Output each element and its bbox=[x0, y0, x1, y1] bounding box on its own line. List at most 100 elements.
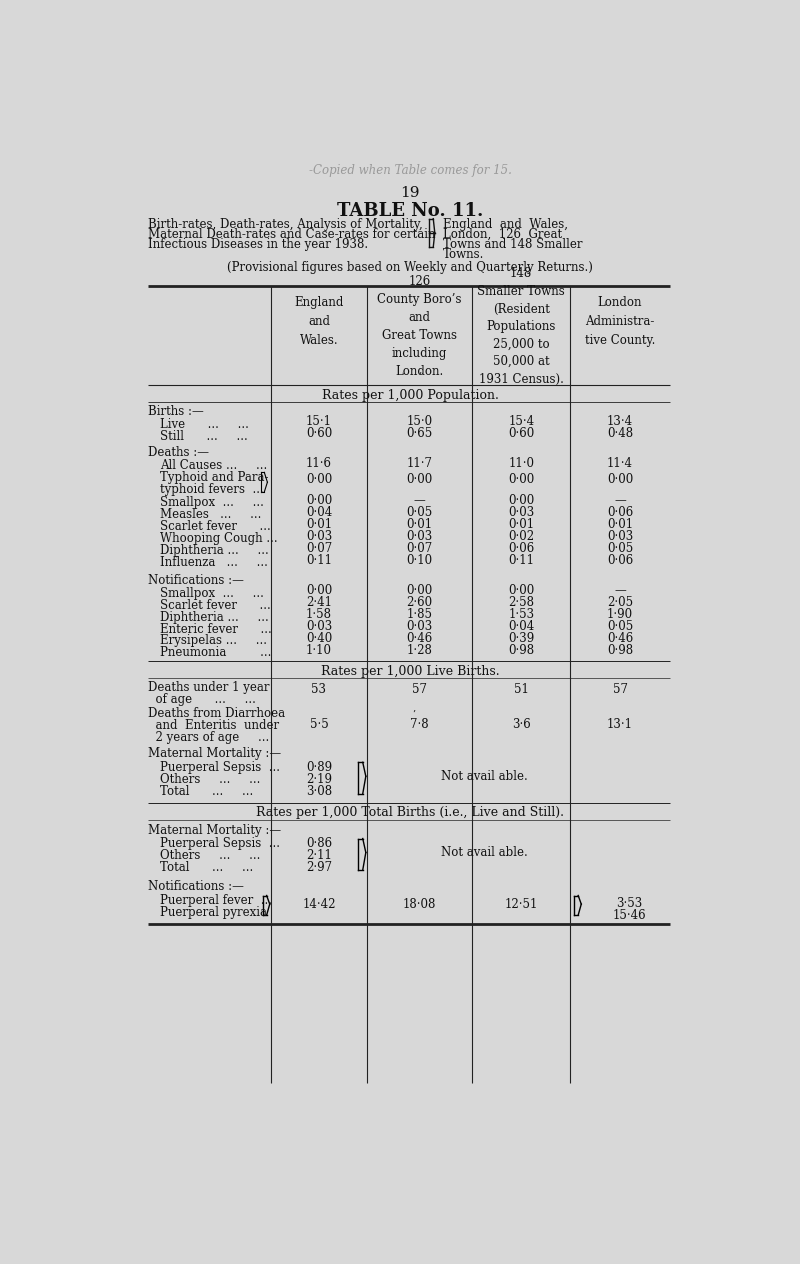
Text: 13·4: 13·4 bbox=[607, 416, 633, 428]
Text: 0·00: 0·00 bbox=[306, 494, 332, 507]
Text: London,  126  Great: London, 126 Great bbox=[442, 228, 562, 241]
Text: 0·98: 0·98 bbox=[508, 645, 534, 657]
Text: —: — bbox=[614, 494, 626, 507]
Text: 1·10: 1·10 bbox=[306, 645, 332, 657]
Text: 0·65: 0·65 bbox=[406, 427, 433, 440]
Text: Birth-rates, Death-rates, Analysis of Mortality,: Birth-rates, Death-rates, Analysis of Mo… bbox=[148, 217, 422, 231]
Text: Rates per 1,000 Live Births.: Rates per 1,000 Live Births. bbox=[321, 665, 499, 678]
Text: 0·06: 0·06 bbox=[607, 506, 633, 518]
Text: Notifications :—: Notifications :— bbox=[148, 574, 244, 586]
Text: Not avail able.: Not avail able. bbox=[441, 846, 528, 860]
Text: Notifications :—: Notifications :— bbox=[148, 881, 244, 894]
Text: 7·8: 7·8 bbox=[410, 718, 429, 732]
Text: Still      ...     ...: Still ... ... bbox=[160, 430, 247, 442]
Text: 2·19: 2·19 bbox=[306, 772, 332, 786]
Text: 2·05: 2·05 bbox=[607, 597, 633, 609]
Text: Typhoid and Para-: Typhoid and Para- bbox=[160, 471, 268, 484]
Text: 0·00: 0·00 bbox=[508, 474, 534, 487]
Text: 11·7: 11·7 bbox=[406, 456, 433, 470]
Text: 0·03: 0·03 bbox=[306, 621, 332, 633]
Text: ’: ’ bbox=[418, 372, 421, 380]
Text: 57: 57 bbox=[412, 684, 427, 696]
Text: 0·86: 0·86 bbox=[306, 837, 332, 849]
Text: 0·01: 0·01 bbox=[406, 518, 433, 531]
Text: 148
Smaller Towns
(Resident
Populations
25,000 to
50,000 at
1931 Census).: 148 Smaller Towns (Resident Populations … bbox=[478, 268, 565, 386]
Text: 3·6: 3·6 bbox=[512, 718, 530, 732]
Text: Others     ...     ...: Others ... ... bbox=[160, 772, 260, 786]
Text: 0·89: 0·89 bbox=[306, 761, 332, 774]
Text: 11·6: 11·6 bbox=[306, 456, 332, 470]
Text: 11·0: 11·0 bbox=[508, 456, 534, 470]
Text: and  Enteritis  under: and Enteritis under bbox=[148, 719, 279, 732]
Text: 0·05: 0·05 bbox=[607, 542, 633, 555]
Text: Puerperal Sepsis  ...: Puerperal Sepsis ... bbox=[160, 837, 280, 849]
Text: 0·46: 0·46 bbox=[406, 632, 433, 645]
Text: 0·48: 0·48 bbox=[607, 427, 633, 440]
Text: 0·05: 0·05 bbox=[406, 506, 433, 518]
Text: Deaths under 1 year: Deaths under 1 year bbox=[148, 681, 270, 694]
Text: 2 years of age     ...: 2 years of age ... bbox=[148, 731, 270, 743]
Text: 11·4: 11·4 bbox=[607, 456, 633, 470]
Text: Total      ...     ...: Total ... ... bbox=[160, 785, 253, 798]
Text: 2·11: 2·11 bbox=[306, 849, 332, 862]
Text: Towns.: Towns. bbox=[442, 248, 484, 260]
Text: 1·85: 1·85 bbox=[406, 608, 433, 622]
Text: Births :—: Births :— bbox=[148, 404, 204, 418]
Text: 51: 51 bbox=[514, 684, 529, 696]
Text: 15·1: 15·1 bbox=[306, 416, 332, 428]
Text: Rates per 1,000 Total Births (i.e., Live and Still).: Rates per 1,000 Total Births (i.e., Live… bbox=[256, 805, 564, 819]
Text: 0·00: 0·00 bbox=[607, 474, 633, 487]
Text: 57: 57 bbox=[613, 684, 627, 696]
Text: Diphtheria ...     ...: Diphtheria ... ... bbox=[160, 611, 269, 623]
Text: ’: ’ bbox=[412, 710, 415, 719]
Text: 1·28: 1·28 bbox=[406, 645, 433, 657]
Text: Maternal Death-rates and Case-rates for certain: Maternal Death-rates and Case-rates for … bbox=[148, 228, 435, 241]
Text: 0·00: 0·00 bbox=[508, 584, 534, 598]
Text: Puerperal Sepsis  ...: Puerperal Sepsis ... bbox=[160, 761, 280, 774]
Text: Whooping Cough ...: Whooping Cough ... bbox=[160, 532, 278, 545]
Text: 0·40: 0·40 bbox=[306, 632, 332, 645]
Text: 0·39: 0·39 bbox=[508, 632, 534, 645]
Text: 18·08: 18·08 bbox=[403, 897, 436, 910]
Text: 13·1: 13·1 bbox=[607, 718, 633, 732]
Text: 0·07: 0·07 bbox=[406, 542, 433, 555]
Text: 0·02: 0·02 bbox=[508, 530, 534, 542]
Text: Enteric fever      ...: Enteric fever ... bbox=[160, 623, 271, 636]
Text: 0·03: 0·03 bbox=[607, 530, 633, 542]
Text: 2·60: 2·60 bbox=[406, 597, 433, 609]
Text: 0·10: 0·10 bbox=[406, 554, 433, 566]
Text: 15·0: 15·0 bbox=[406, 416, 433, 428]
Text: Diphtheria ...     ...: Diphtheria ... ... bbox=[160, 544, 269, 557]
Text: Towns and 148 Smaller: Towns and 148 Smaller bbox=[442, 238, 582, 252]
Text: 3·53: 3·53 bbox=[616, 897, 642, 910]
Text: 14·42: 14·42 bbox=[302, 897, 336, 910]
Text: 0·00: 0·00 bbox=[306, 584, 332, 598]
Text: 2·97: 2·97 bbox=[306, 861, 332, 873]
Text: 2·41: 2·41 bbox=[306, 597, 332, 609]
Text: 1·58: 1·58 bbox=[306, 608, 332, 622]
Text: 5·5: 5·5 bbox=[310, 718, 328, 732]
Text: Deaths from Diarrhoea: Deaths from Diarrhoea bbox=[148, 707, 285, 720]
Text: -Copied when Table comes for 15.: -Copied when Table comes for 15. bbox=[309, 164, 511, 177]
Text: 2·58: 2·58 bbox=[508, 597, 534, 609]
Text: Not avail able.: Not avail able. bbox=[441, 770, 528, 782]
Text: 0·06: 0·06 bbox=[607, 554, 633, 566]
Text: Infectious Diseases in the year 1938.: Infectious Diseases in the year 1938. bbox=[148, 238, 368, 252]
Text: London
Administra-
tive County.: London Administra- tive County. bbox=[585, 296, 655, 346]
Text: 0·01: 0·01 bbox=[607, 518, 633, 531]
Text: 0·00: 0·00 bbox=[406, 584, 433, 598]
Text: Puerperal pyrexia: Puerperal pyrexia bbox=[160, 906, 266, 919]
Text: 0·03: 0·03 bbox=[406, 621, 433, 633]
Text: 0·01: 0·01 bbox=[306, 518, 332, 531]
Text: 0·60: 0·60 bbox=[306, 427, 332, 440]
Text: 15·4: 15·4 bbox=[508, 416, 534, 428]
Text: 0·60: 0·60 bbox=[508, 427, 534, 440]
Text: Smallpox  ...     ...: Smallpox ... ... bbox=[160, 586, 263, 599]
Text: (Provisional figures based on Weekly and Quarterly Returns.): (Provisional figures based on Weekly and… bbox=[227, 262, 593, 274]
Text: —: — bbox=[414, 494, 426, 507]
Text: 0·07: 0·07 bbox=[306, 542, 332, 555]
Text: 19: 19 bbox=[400, 186, 420, 200]
Text: 53: 53 bbox=[311, 684, 326, 696]
Text: Total      ...     ...: Total ... ... bbox=[160, 861, 253, 873]
Text: 0·46: 0·46 bbox=[607, 632, 633, 645]
